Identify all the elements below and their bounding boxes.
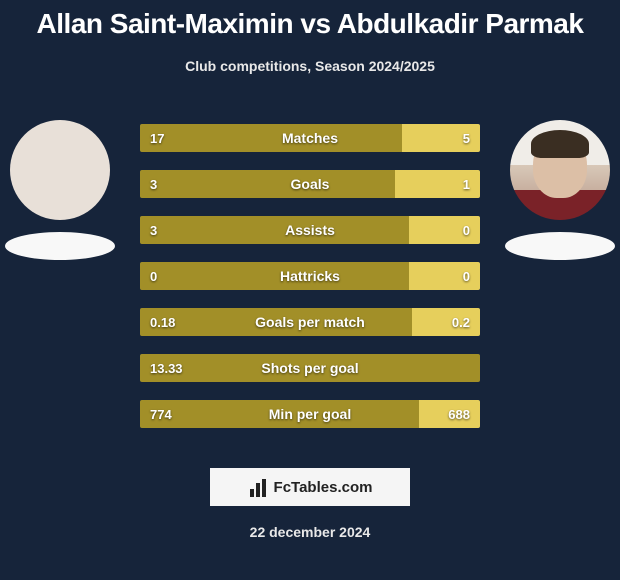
footer: FcTables.com 22 december 2024 <box>0 468 620 540</box>
stat-bar-left <box>140 354 480 382</box>
stat-row: Goals per match0.180.2 <box>140 308 480 336</box>
player-right-avatar <box>510 120 610 220</box>
stat-bar-left <box>140 124 402 152</box>
bar-chart-icon <box>248 477 268 497</box>
page-title: Allan Saint-Maximin vs Abdulkadir Parmak <box>0 0 620 40</box>
stat-bar-left <box>140 262 409 290</box>
stat-row: Min per goal774688 <box>140 400 480 428</box>
player-right-club-badge <box>505 232 615 260</box>
stat-bar-right <box>402 124 480 152</box>
player-left-club-badge <box>5 232 115 260</box>
stat-bars-container: Matches175 Goals31 Assists30 Hattricks00 Goa… <box>140 124 480 446</box>
player-right-panel <box>500 120 620 260</box>
fctables-logo: FcTables.com <box>210 468 410 506</box>
stat-bar-left <box>140 170 395 198</box>
stat-bar-right <box>409 216 480 244</box>
stat-bar-left <box>140 400 419 428</box>
stat-bar-right <box>412 308 480 336</box>
stat-row: Matches175 <box>140 124 480 152</box>
player-left-panel <box>0 120 120 260</box>
subtitle: Club competitions, Season 2024/2025 <box>0 58 620 74</box>
stat-bar-right <box>395 170 480 198</box>
logo-text: FcTables.com <box>274 479 373 496</box>
stat-row: Hattricks00 <box>140 262 480 290</box>
player-left-avatar <box>10 120 110 220</box>
stat-row: Goals31 <box>140 170 480 198</box>
stat-row: Assists30 <box>140 216 480 244</box>
stat-bar-left <box>140 216 409 244</box>
stat-bar-right <box>409 262 480 290</box>
date-text: 22 december 2024 <box>250 524 371 540</box>
stat-bar-left <box>140 308 412 336</box>
stat-row: Shots per goal13.33 <box>140 354 480 382</box>
stat-bar-right <box>419 400 480 428</box>
